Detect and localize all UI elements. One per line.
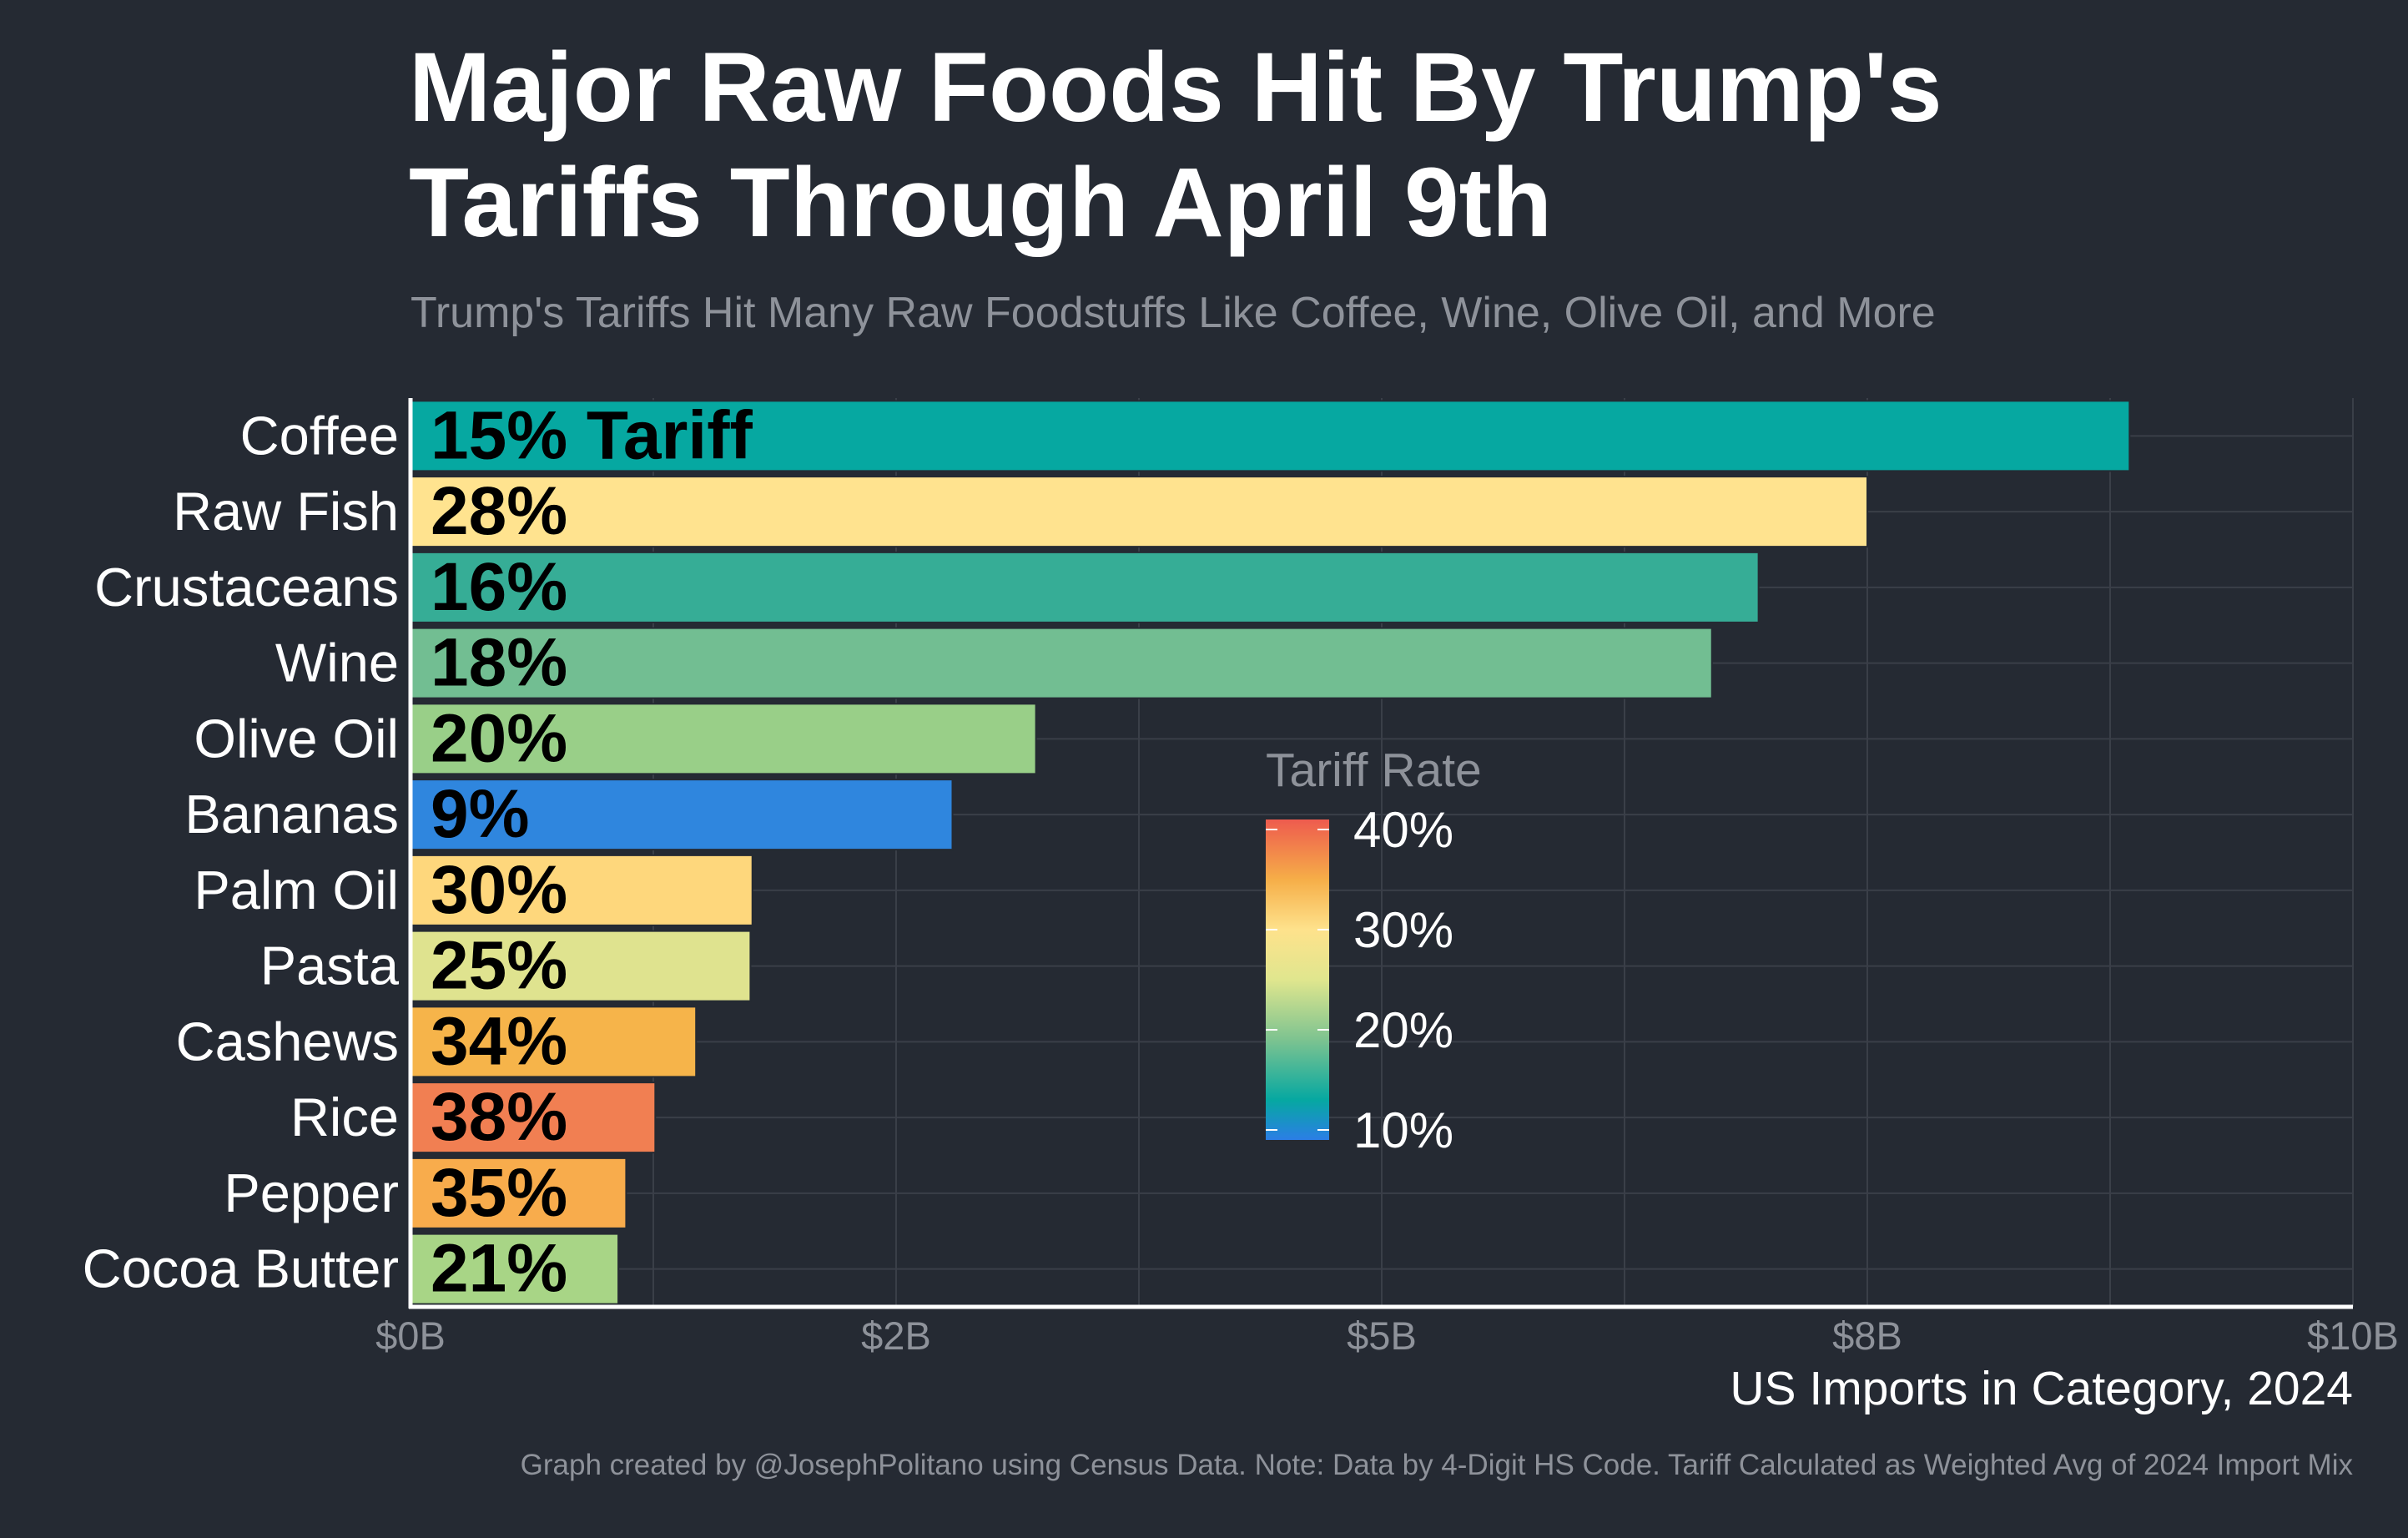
legend-colorbar [1266, 819, 1329, 1140]
category-labels: Coffee Raw Fish Crustaceans Wine Olive Oil Ba… [83, 405, 400, 1298]
legend-ticks: 40% 30% 20% 10% [1266, 802, 1453, 1158]
axes [408, 398, 2353, 1309]
bar-value-label: 25% [431, 928, 567, 1004]
bar-cashews [410, 1006, 698, 1078]
category-label: Pasta [260, 935, 400, 996]
bar-raw-fish [410, 476, 1868, 548]
category-label: Rice [290, 1087, 399, 1147]
bar-value-labels: 15% Tariff28%16%18%20%9%30%25%34%38%35%2… [431, 397, 753, 1306]
bar-value-label: 38% [431, 1079, 567, 1155]
legend-title: Tariff Rate [1266, 744, 1482, 797]
bar-palm-oil [410, 854, 753, 926]
legend-tick-label: 20% [1353, 1002, 1453, 1058]
bar-value-label: 34% [431, 1003, 567, 1079]
bar-crustaceans [410, 551, 1760, 623]
category-label: Palm Oil [194, 860, 399, 920]
chart-title-line-1: Major Raw Foods Hit By Trump's [409, 33, 1942, 143]
bar-coffee [410, 400, 2131, 472]
x-tick-label: $2B [861, 1314, 931, 1358]
category-label: Cocoa Butter [83, 1238, 399, 1299]
bar-pepper [410, 1157, 627, 1229]
category-label: Raw Fish [173, 481, 399, 542]
bars [410, 400, 2131, 1305]
x-tick-labels: $0B $2B $5B $8B $10B [375, 1314, 2399, 1358]
x-tick-label: $8B [1832, 1314, 1902, 1358]
bar-value-label: 9% [431, 776, 530, 852]
x-tick-label: $10B [2307, 1314, 2399, 1358]
x-tick-label: $5B [1347, 1314, 1417, 1358]
x-tick-label: $0B [375, 1314, 446, 1358]
bar-bananas [410, 779, 954, 851]
bar-value-label: 30% [431, 852, 567, 928]
category-label: Pepper [224, 1162, 399, 1223]
category-label: Wine [275, 633, 399, 693]
chart-subtitle: Trump's Tariffs Hit Many Raw Foodstuffs … [411, 289, 1936, 337]
bar-value-label: 16% [431, 549, 567, 625]
chart-title-line-2: Tariffs Through April 9th [409, 148, 1552, 258]
bar-value-label: 18% [431, 625, 567, 701]
legend-tick-label: 40% [1353, 802, 1453, 858]
bar-rice [410, 1082, 657, 1154]
bar-wine [410, 627, 1713, 699]
bar-olive-oil [410, 703, 1037, 775]
category-label: Coffee [240, 405, 399, 466]
legend-tick-label: 30% [1353, 902, 1453, 958]
x-axis-title: US Imports in Category, 2024 [1730, 1362, 2353, 1415]
bar-value-label: 35% [431, 1155, 567, 1231]
legend: Tariff Rate 40% 30% 20% 10% [1266, 744, 1482, 1158]
bar-value-label: 28% [431, 473, 567, 549]
bar-value-label: 20% [431, 700, 567, 776]
chart-caption: Graph created by @JosephPolitano using C… [521, 1449, 2354, 1481]
category-label: Crustaceans [94, 557, 399, 618]
legend-tick-label: 10% [1353, 1102, 1453, 1158]
category-label: Olive Oil [194, 708, 399, 769]
category-label: Cashews [176, 1011, 399, 1072]
category-label: Bananas [184, 784, 399, 845]
bar-pasta [410, 930, 752, 1002]
bar-cocoa-butter [410, 1233, 620, 1305]
bar-value-label: 21% [431, 1231, 567, 1307]
bar-value-label: 15% Tariff [431, 397, 753, 473]
